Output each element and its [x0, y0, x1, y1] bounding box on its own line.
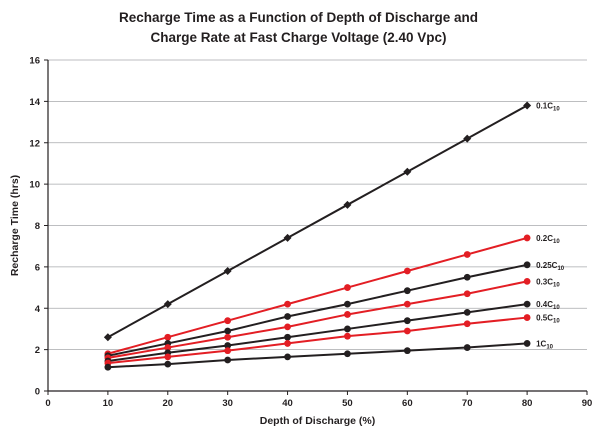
- x-tick-label: 70: [462, 398, 473, 409]
- data-point: [284, 313, 291, 320]
- axes: [44, 59, 588, 395]
- data-point: [224, 327, 232, 335]
- chart-title-line-1: Recharge Time as a Function of Depth of …: [118, 10, 479, 25]
- data-point: [284, 353, 291, 361]
- series-line: [107, 303, 528, 362]
- data-point: [463, 273, 471, 281]
- data-point: [403, 317, 411, 325]
- data-point: [344, 332, 351, 340]
- series-line: [107, 316, 528, 365]
- x-tick-label: 20: [162, 398, 173, 409]
- series-1C10: [104, 340, 531, 371]
- y-tick-label: 14: [29, 97, 40, 108]
- data-point: [284, 340, 291, 347]
- data-point: [523, 300, 531, 308]
- data-point: [344, 311, 351, 318]
- series-labels: 0.1C10 0.2C10 0.25C10 0.3C10 0.4C10 0.5C10 1C1…: [536, 102, 565, 351]
- series-0.3C10: [104, 277, 531, 362]
- series-label: 0.25C10: [536, 261, 565, 272]
- data-point: [163, 300, 172, 309]
- data-point: [463, 251, 471, 258]
- x-tick-label: 90: [582, 398, 593, 409]
- x-tick-label: 60: [402, 398, 413, 409]
- series-label: 0.3C10: [536, 277, 560, 288]
- data-point: [344, 325, 351, 333]
- series-group: [103, 101, 532, 371]
- data-point: [523, 314, 531, 321]
- data-point: [523, 277, 531, 285]
- data-point: [344, 300, 351, 308]
- data-point: [523, 261, 531, 269]
- x-tick-label: 30: [222, 398, 233, 409]
- data-point: [164, 344, 172, 351]
- data-point: [463, 344, 471, 351]
- series-label: 1C10: [536, 339, 554, 350]
- data-point: [104, 363, 112, 371]
- data-point: [224, 333, 232, 341]
- x-tick-label: 40: [282, 398, 293, 409]
- data-point: [403, 267, 411, 275]
- series-line: [107, 236, 528, 355]
- series-line: [107, 104, 528, 339]
- data-point: [523, 101, 532, 110]
- data-point: [463, 290, 471, 298]
- x-tick-label: 10: [103, 398, 114, 409]
- data-point: [284, 300, 291, 308]
- series-0.4C10: [104, 300, 531, 365]
- data-point: [403, 300, 411, 308]
- data-point: [224, 317, 232, 325]
- x-axis-title: Depth of Discharge (%): [260, 415, 376, 427]
- y-tick-label: 16: [29, 56, 40, 67]
- data-point: [403, 327, 411, 335]
- series-0.1C10: [103, 101, 532, 342]
- data-point: [103, 333, 112, 342]
- data-point: [164, 353, 172, 361]
- data-point: [224, 356, 232, 364]
- series-line: [107, 263, 528, 357]
- y-tick-label: 0: [35, 387, 40, 398]
- data-point: [343, 200, 352, 209]
- data-point: [463, 320, 471, 328]
- data-point: [164, 333, 172, 341]
- series-line: [107, 280, 528, 359]
- data-point: [403, 287, 411, 295]
- data-point: [164, 360, 172, 368]
- x-tick-label: 0: [45, 398, 50, 409]
- y-tick-label: 10: [29, 180, 40, 191]
- data-point: [344, 350, 351, 358]
- data-point: [283, 233, 292, 242]
- x-tick-labels: 0 10 20 30 40 50 60 70 80 90: [45, 398, 592, 409]
- data-point: [224, 347, 232, 355]
- y-tick-label: 4: [35, 304, 41, 315]
- series-label: 0.4C10: [536, 300, 560, 311]
- data-point: [344, 284, 351, 291]
- data-point: [223, 267, 232, 276]
- data-point: [523, 234, 531, 242]
- x-tick-label: 80: [522, 398, 533, 409]
- data-point: [224, 342, 232, 349]
- data-point: [403, 347, 411, 355]
- data-point: [284, 323, 291, 331]
- chart-title-line-2: Charge Rate at Fast Charge Voltage (2.40…: [150, 30, 447, 45]
- data-point: [403, 167, 412, 176]
- series-label: 0.2C10: [536, 234, 560, 245]
- x-tick-label: 50: [342, 398, 353, 409]
- series-label: 0.5C10: [536, 314, 560, 325]
- y-tick-label: 12: [29, 138, 40, 149]
- data-point: [463, 308, 471, 316]
- y-tick-labels: 0 2 4 6 8 10 12 14 16: [29, 56, 40, 398]
- series-line: [107, 342, 528, 369]
- y-tick-label: 8: [35, 221, 40, 232]
- series-label: 0.1C10: [536, 102, 560, 113]
- data-point: [523, 340, 531, 347]
- y-axis-title: Recharge Time (hrs): [9, 175, 21, 276]
- chart-title: Recharge Time as a Function of Depth of …: [0, 8, 597, 48]
- data-point: [284, 333, 291, 341]
- y-tick-label: 6: [35, 262, 40, 273]
- data-point: [463, 134, 472, 143]
- y-tick-label: 2: [35, 345, 40, 356]
